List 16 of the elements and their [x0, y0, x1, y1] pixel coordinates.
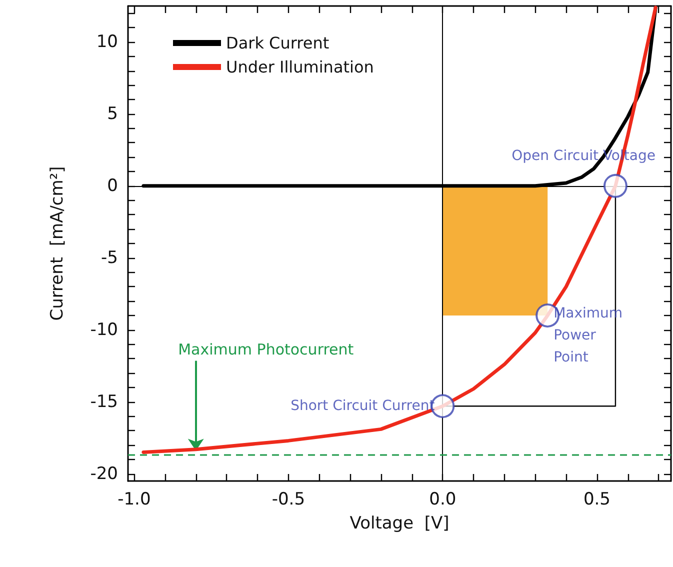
y-tick-label: -15 [90, 392, 118, 412]
x-tick-label: 0.5 [583, 490, 610, 510]
x-tick-label: -1.0 [118, 490, 151, 510]
y-tick-label: 5 [107, 104, 118, 124]
x-axis-title: Voltage [V] [350, 514, 450, 534]
annotation: Maximum Photocurrent [178, 340, 354, 358]
y-tick-label: -10 [90, 320, 118, 340]
x-tick-label: 0.0 [429, 490, 456, 510]
y-tick-label: -20 [90, 464, 118, 484]
legend-label: Dark Current [226, 34, 330, 52]
y-tick-label: 10 [96, 32, 118, 52]
y-tick-label: 0 [107, 176, 118, 196]
y-tick-label: -5 [101, 248, 118, 268]
x-tick-label: -0.5 [272, 490, 306, 510]
legend-label: Under Illumination [226, 58, 374, 76]
y-axis-title: Current [mA/cm²] [48, 166, 68, 321]
